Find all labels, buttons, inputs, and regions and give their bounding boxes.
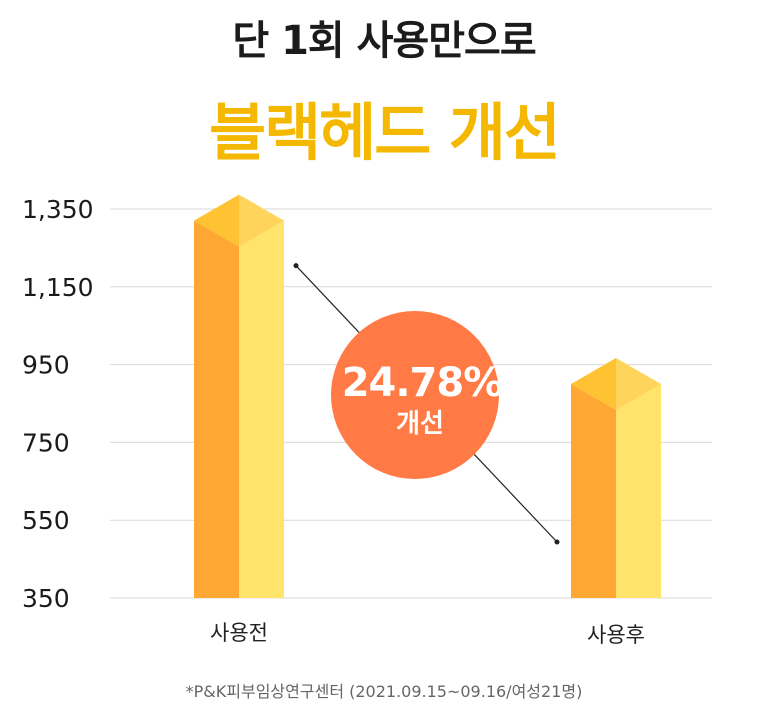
bar bbox=[194, 194, 284, 599]
improvement-callout-circle bbox=[331, 311, 499, 479]
bar-top-left-facet bbox=[194, 194, 239, 247]
x-axis-labels: 사용전 사용후 bbox=[210, 621, 645, 647]
improvement-label: 개선 bbox=[396, 409, 444, 439]
connector-start-dot bbox=[293, 263, 299, 269]
y-tick-label: 1,150 bbox=[22, 273, 94, 302]
bar-top-left-facet bbox=[571, 358, 616, 411]
bar-top-right-facet bbox=[239, 194, 284, 247]
bar-left-face bbox=[194, 220, 239, 599]
bar-right-face bbox=[616, 384, 661, 598]
bar bbox=[571, 358, 661, 598]
y-tick-label: 1,350 bbox=[22, 195, 94, 224]
source-footnote: *P&K피부임상연구센터 (2021.09.15~09.16/여성21명) bbox=[185, 682, 583, 701]
y-tick-label: 750 bbox=[22, 428, 70, 457]
bars bbox=[194, 194, 661, 599]
y-tick-label: 950 bbox=[22, 351, 70, 380]
x-category-label: 사용전 bbox=[210, 621, 268, 645]
bar-right-face bbox=[239, 220, 284, 599]
bar-top-right-facet bbox=[616, 358, 661, 411]
subheadline: 블랙헤드 개선 bbox=[209, 96, 561, 169]
bar-left-face bbox=[571, 384, 616, 598]
improvement-percent: 24.78% bbox=[342, 360, 503, 406]
headline: 단 1회 사용만으로 bbox=[232, 18, 536, 64]
y-tick-label: 350 bbox=[22, 584, 70, 613]
connector-end-dot bbox=[554, 539, 560, 545]
y-axis-tick-labels: 350 550 750 950 1,150 1,350 bbox=[22, 195, 94, 613]
x-category-label: 사용후 bbox=[587, 623, 645, 647]
y-tick-label: 550 bbox=[22, 506, 70, 535]
